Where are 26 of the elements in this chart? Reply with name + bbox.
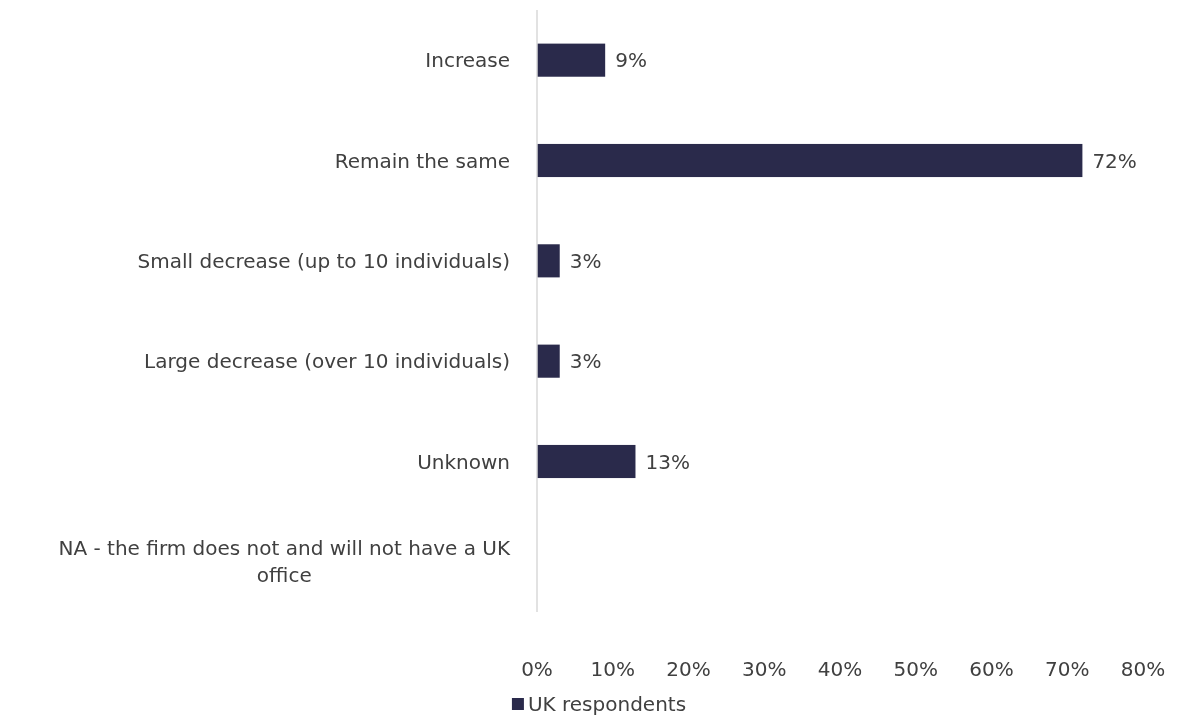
data-label: 3% <box>569 248 602 273</box>
y-tick-label: Large decrease (over 10 individuals) <box>144 349 510 374</box>
data-label: 13% <box>645 449 690 474</box>
x-tick-label: 50% <box>893 657 938 681</box>
y-tick-label: NA - the firm does not and will not have a UK office <box>58 536 511 588</box>
x-tick-label: 80% <box>1120 657 1166 681</box>
bar <box>537 43 606 77</box>
y-tick-label: Remain the same <box>334 148 510 173</box>
y-tick-label: Increase <box>425 48 510 73</box>
data-label: 3% <box>569 349 602 374</box>
bar <box>537 444 636 479</box>
x-tick-label: 40% <box>817 657 863 681</box>
bar <box>537 244 560 278</box>
x-tick-label: 10% <box>590 657 635 681</box>
x-tick-label: 20% <box>666 657 711 681</box>
legend-label: UK respondents <box>527 692 687 715</box>
bar <box>537 344 560 378</box>
y-tick-label: Small decrease (up to 10 individuals) <box>137 248 510 273</box>
x-tick-label: 30% <box>742 657 787 681</box>
x-tick-label: 60% <box>969 657 1014 681</box>
x-tick-label: 70% <box>1045 657 1090 681</box>
data-label: 72% <box>1092 148 1137 173</box>
y-tick-label: Unknown <box>417 449 510 474</box>
bar <box>537 143 1083 178</box>
x-tick-label: 0% <box>521 657 553 681</box>
data-label: 9% <box>615 48 647 73</box>
